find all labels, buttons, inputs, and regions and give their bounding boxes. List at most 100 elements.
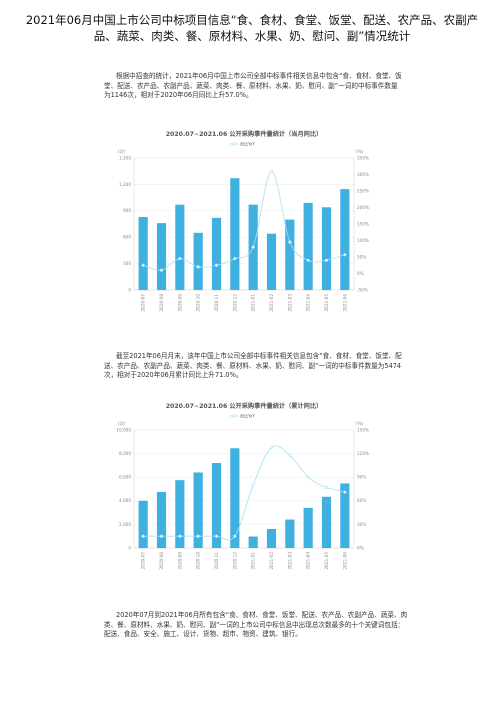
cumulative-yoy-line (143, 445, 345, 541)
cumulative-legend-label: 同比YoY (240, 412, 255, 418)
monthly-title: 2020.07~2021.06 公开采购事件量统计（当月同比） (166, 130, 323, 138)
cumulative-bar (321, 496, 332, 548)
monthly-yoy-point (251, 245, 255, 249)
monthly-y-tick-label: 900 (123, 208, 131, 213)
monthly-bar (340, 189, 350, 290)
monthly-y-tick-label: 0 (128, 287, 131, 292)
monthly-yoy-point (343, 253, 347, 257)
monthly-yoy-point (288, 240, 292, 244)
cumulative-yoy-point (196, 534, 200, 538)
monthly-y-tick-label: 600 (123, 235, 131, 240)
monthly-y2-tick-label: 0% (357, 271, 364, 276)
monthly-y2-tick-label: 250% (357, 188, 369, 193)
cumulative-yoy-point (178, 534, 182, 538)
monthly-x-tick-label: 2020-11 (214, 294, 219, 312)
monthly-x-tick-label: 2021-02 (269, 294, 274, 312)
cumulative-x-tick-label: 2020-09 (177, 552, 182, 570)
cumulative-bar (285, 519, 295, 548)
cumulative-yoy-point (141, 534, 145, 538)
monthly-x-tick-label: 2020-10 (196, 294, 201, 312)
cumulative-y2-tick-label: 60% (357, 498, 366, 503)
monthly-x-tick-label: 2021-06 (342, 294, 347, 312)
cumulative-y2-tick-label: 90% (357, 475, 366, 480)
cumulative-bar (211, 463, 222, 548)
monthly-y-tick-label: 300 (123, 261, 131, 266)
cumulative-bar (340, 483, 350, 548)
monthly-bar (193, 232, 203, 290)
cumulative-y2-tick-label: 30% (357, 522, 366, 527)
monthly-x-tick-label: 2021-03 (287, 294, 292, 312)
cumulative-yoy-point (251, 483, 255, 487)
cumulative-x-tick-label: 2021-05 (324, 552, 329, 570)
cumulative-right-unit: (%) (356, 421, 364, 426)
monthly-y2-tick-label: 300% (357, 172, 369, 177)
monthly-legend-label: 同比YoY (240, 140, 255, 146)
monthly-bar (175, 204, 185, 290)
monthly-yoy-point (324, 258, 329, 262)
cumulative-bar (193, 472, 203, 548)
monthly-y2-tick-label: -50% (357, 287, 368, 292)
cumulative-bar (175, 480, 185, 548)
paragraph-keywords: 2020年07月到2021年06月所有包含“食、食材、食堂、饭堂、配送、农产品、… (104, 611, 408, 639)
monthly-x-tick-label: 2021-04 (306, 294, 311, 312)
cumulative-bar (138, 500, 148, 548)
cumulative-y2-tick-label: 120% (357, 451, 369, 456)
monthly-y2-tick-label: 100% (357, 238, 369, 243)
cumulative-chart: 2020.07~2021.06 公开采购事件量统计（累计同比） 同比YoY (次) (… (112, 400, 376, 582)
cumulative-left-unit: (次) (118, 420, 126, 427)
monthly-bar (303, 202, 313, 290)
cumulative-yoy-point (269, 445, 274, 449)
monthly-y2-tick-label: 350% (357, 155, 369, 160)
cumulative-y-tick-label: 2,000 (119, 522, 131, 527)
monthly-bar (156, 223, 167, 290)
monthly-y2-tick-label: 150% (357, 221, 369, 226)
cumulative-title: 2020.07~2021.06 公开采购事件量统计（累计同比） (166, 402, 323, 410)
cumulative-bar (230, 448, 240, 548)
monthly-chart: 2020.07~2021.06 公开采购事件量统计（当月同比） 同比YoY (次) (… (112, 128, 376, 324)
cumulative-y-tick-label: 4,000 (119, 498, 131, 503)
cumulative-legend-marker (232, 414, 236, 418)
monthly-x-tick-label: 2020-12 (232, 294, 237, 312)
monthly-bar (285, 219, 295, 290)
monthly-chart-svg: 2020.07~2021.06 公开采购事件量统计（当月同比） 同比YoY (次) (… (118, 130, 369, 312)
cumulative-x-tick-label: 2020-07 (141, 552, 146, 570)
cumulative-x-tick-label: 2021-03 (287, 552, 292, 570)
monthly-x-tick-label: 2020-07 (141, 294, 146, 312)
cumulative-yoy-point (343, 490, 347, 494)
cumulative-yoy-point (288, 453, 292, 457)
cumulative-y-tick-label: 6,000 (119, 475, 131, 480)
cumulative-x-tick-label: 2020-08 (159, 552, 164, 570)
cumulative-yoy-point (324, 485, 329, 490)
monthly-legend-marker (232, 142, 236, 146)
cumulative-x-tick-label: 2021-01 (251, 552, 256, 570)
cumulative-x-tick-label: 2020-10 (196, 552, 201, 570)
monthly-bar (211, 217, 222, 290)
paragraph-monthly-summary: 根据中招查的统计，2021年06月中国上市公司全部中标事件相关信息中包含“食、食… (104, 72, 402, 100)
monthly-bar (230, 178, 240, 290)
monthly-bar (266, 233, 277, 290)
cumulative-x-tick-label: 2021-02 (269, 552, 274, 570)
cumulative-yoy-point (159, 534, 164, 538)
cumulative-yoy-point (214, 534, 219, 538)
cumulative-x-tick-label: 2020-12 (232, 552, 237, 570)
monthly-bar (138, 216, 148, 290)
cumulative-x-tick-label: 2021-04 (306, 552, 311, 570)
monthly-yoy-point (159, 268, 164, 272)
monthly-x-tick-label: 2021-01 (251, 294, 256, 312)
cumulative-x-tick-label: 2020-11 (214, 552, 219, 570)
cumulative-yoy-point (233, 534, 237, 538)
cumulative-chart-svg: 2020.07~2021.06 公开采购事件量统计（累计同比） 同比YoY (次) (… (116, 402, 369, 570)
monthly-x-tick-label: 2020-09 (177, 294, 182, 312)
cumulative-y2-tick-label: 0% (357, 545, 364, 550)
cumulative-bar (303, 507, 313, 548)
monthly-yoy-point (178, 257, 182, 261)
cumulative-yoy-point (306, 475, 310, 479)
monthly-yoy-point (269, 169, 274, 173)
monthly-bar (321, 207, 332, 290)
monthly-y2-tick-label: 200% (357, 205, 369, 210)
monthly-left-unit: (次) (118, 148, 126, 155)
cumulative-bar (266, 529, 277, 548)
cumulative-y-tick-label: 10,000 (116, 427, 131, 432)
cumulative-y2-tick-label: 150% (357, 427, 369, 432)
monthly-x-tick-label: 2021-05 (324, 294, 329, 312)
